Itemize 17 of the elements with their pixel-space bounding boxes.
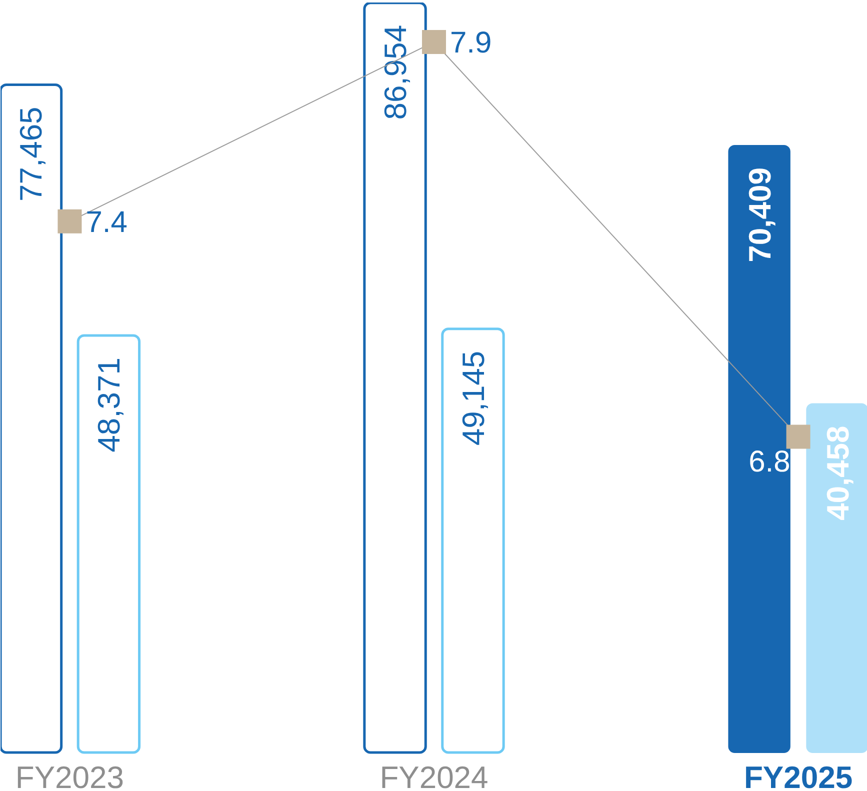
bar [728, 145, 790, 753]
bar [363, 2, 427, 754]
data-label: 6.8 [748, 446, 790, 479]
data-label: 7.4 [86, 206, 128, 239]
x-tick-label: FY2025 [744, 760, 853, 791]
data-label: 86,954 [378, 24, 414, 120]
data-label: 48,371 [92, 357, 127, 452]
data-label: 77,465 [14, 106, 49, 202]
x-tick-label: FY2024 [380, 760, 488, 791]
data-label: 40,458 [820, 426, 856, 521]
x-tick-label: FY2023 [15, 760, 124, 791]
bar [0, 83, 63, 754]
bar [441, 328, 505, 754]
data-label: 7.9 [450, 26, 492, 60]
data-label: 49,145 [456, 350, 491, 446]
bar [76, 334, 141, 754]
data-label: 70,409 [742, 168, 778, 262]
